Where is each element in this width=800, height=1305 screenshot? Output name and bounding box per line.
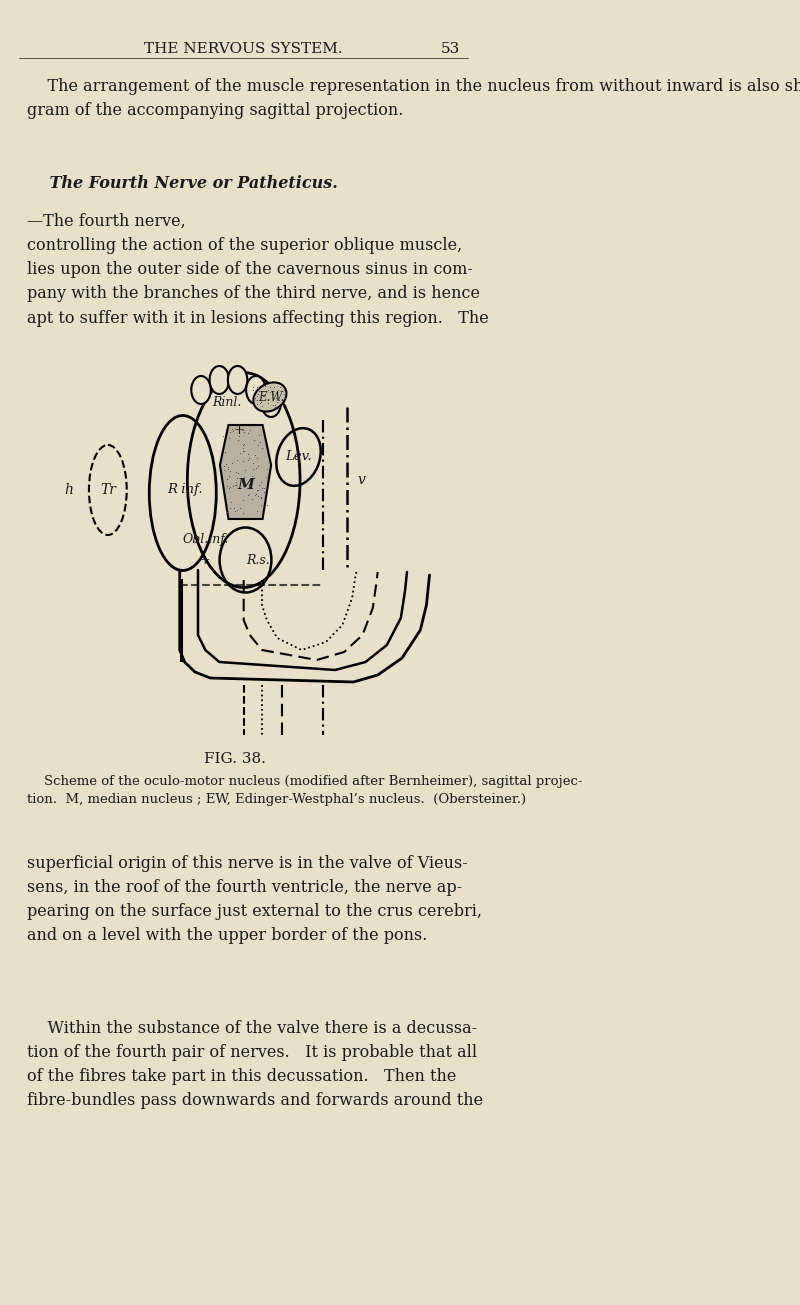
Text: R.s.: R.s. [246, 553, 270, 566]
Text: +: + [200, 553, 210, 566]
Text: +: + [234, 424, 245, 436]
Text: The Fourth Nerve or Patheticus.: The Fourth Nerve or Patheticus. [27, 175, 338, 192]
Text: h: h [65, 483, 74, 497]
Ellipse shape [228, 365, 247, 394]
Text: Within the substance of the valve there is a decussa-
tion of the fourth pair of: Within the substance of the valve there … [27, 1021, 483, 1109]
Text: v: v [358, 472, 366, 487]
Text: Tr: Tr [100, 483, 116, 497]
Text: THE NERVOUS SYSTEM.: THE NERVOUS SYSTEM. [144, 42, 343, 56]
Text: The arrangement of the muscle representation in the nucleus from without inward : The arrangement of the muscle representa… [27, 78, 800, 119]
Text: Lev.: Lev. [285, 450, 312, 463]
Ellipse shape [210, 365, 229, 394]
Text: R inf.: R inf. [166, 483, 202, 496]
Text: FIG. 38.: FIG. 38. [204, 752, 266, 766]
Ellipse shape [246, 376, 266, 405]
Text: superficial origin of this nerve is in the valve of Vieus-
sens, in the roof of : superficial origin of this nerve is in t… [27, 855, 482, 945]
Text: Rinl.: Rinl. [213, 397, 242, 410]
Text: 53: 53 [441, 42, 460, 56]
Polygon shape [220, 425, 271, 519]
Text: E.W.: E.W. [258, 390, 284, 403]
Ellipse shape [262, 389, 281, 418]
Ellipse shape [254, 382, 286, 411]
Text: Obl.inf.: Obl.inf. [182, 534, 229, 547]
Text: M: M [237, 478, 254, 492]
Text: —The fourth nerve,
controlling the action of the superior oblique muscle,
lies u: —The fourth nerve, controlling the actio… [27, 213, 489, 326]
Text: Scheme of the oculo-motor nucleus (modified after Bernheimer), sagittal projec-
: Scheme of the oculo-motor nucleus (modif… [27, 775, 583, 805]
Ellipse shape [191, 376, 210, 405]
